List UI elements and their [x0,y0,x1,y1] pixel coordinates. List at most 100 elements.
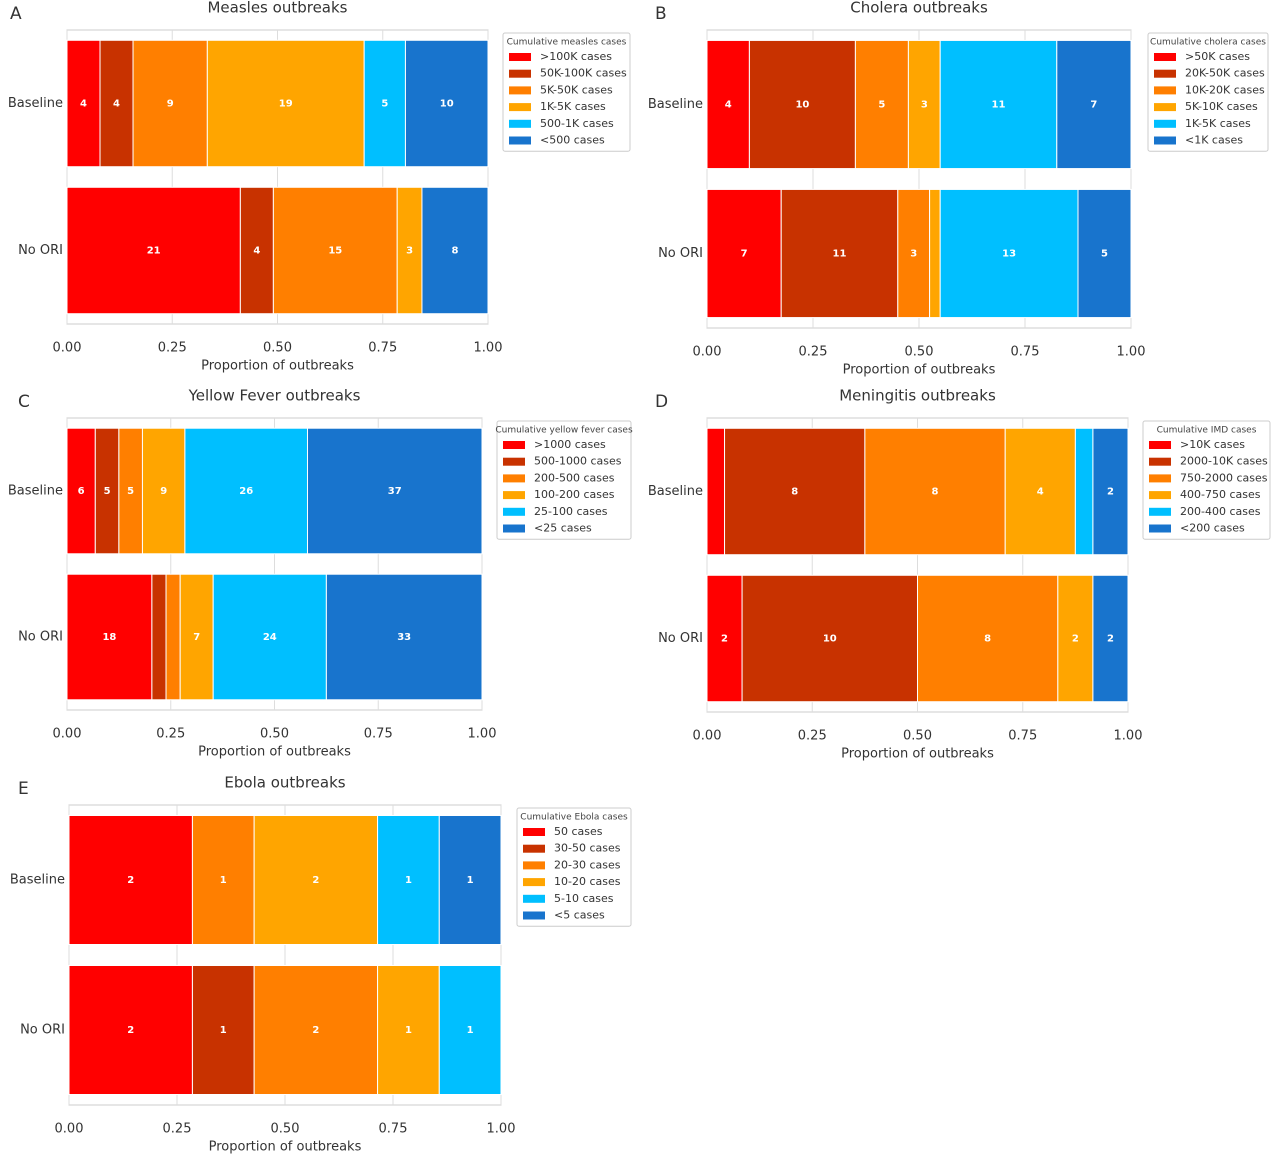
bar-segment [1074,427,1094,556]
legend-swatch [509,69,531,78]
legend-swatch [1149,524,1171,533]
legend-label: 5K-50K cases [540,83,613,96]
bar-segment [1092,574,1129,703]
legend-label: 750-2000 cases [1180,471,1268,484]
legend-label: 5K-10K cases [1185,100,1258,113]
legend-label: 10K-20K cases [1185,83,1265,96]
bar-segment [929,188,941,319]
segment-label: 4 [1037,487,1044,498]
x-axis-label: Proportion of outbreaks [198,745,351,760]
x-tick-label: 0.00 [55,1122,84,1137]
x-axis-label: Proportion of outbreaks [843,363,996,378]
x-tick-label: 0.50 [271,1122,300,1137]
bar-segment [907,39,941,170]
segment-label: 8 [791,487,798,498]
segment-label: 26 [239,486,253,497]
bar-segment [377,965,440,1095]
legend-label: 200-400 cases [1180,505,1261,518]
segment-label: 37 [388,486,402,497]
legend-swatch [503,524,525,533]
segment-label: 6 [78,486,85,497]
bar-segment [377,815,440,945]
legend-label: 1K-5K cases [540,100,606,113]
y-tick-label: No ORI [658,631,703,646]
x-tick-label: 0.75 [364,727,393,742]
bar-segment [396,186,423,315]
x-tick-label: 1.00 [474,341,503,356]
segment-label: 5 [381,99,388,110]
segment-label: 5 [878,100,885,111]
segment-label: 1 [467,1025,474,1036]
x-axis-label: Proportion of outbreaks [841,747,994,762]
legend-box [502,32,631,152]
legend-swatch [503,474,525,483]
legend-box [516,807,632,927]
segment-label: 2 [1107,487,1114,498]
legend-label: 2000-10K cases [1180,455,1268,468]
segment-label: 2 [1072,634,1079,645]
bar-segment [706,188,782,319]
panel-letter: D [655,392,668,412]
x-tick-label: 0.25 [158,341,187,356]
segment-label: 24 [263,632,277,643]
segment-label: 2 [1107,634,1114,645]
segment-label: 9 [160,486,167,497]
bar-segment [66,39,101,168]
segment-label: 1 [467,875,474,886]
bar-segment [239,186,274,315]
segment-label: 5 [104,486,111,497]
x-tick-label: 0.50 [905,345,934,360]
x-tick-label: 0.75 [379,1122,408,1137]
chart-title: Yellow Fever outbreaks [188,387,361,405]
x-tick-label: 0.00 [53,341,82,356]
legend-box [1147,32,1269,152]
segment-label: 2 [721,634,728,645]
legend-label: <5 cases [554,909,605,922]
segment-label: 10 [440,99,454,110]
legend-label: <200 cases [1180,522,1245,535]
legend-label: 5-10 cases [554,892,614,905]
bar-segment [1056,39,1132,170]
legend-swatch [523,828,545,836]
legend-label: 30-50 cases [554,842,621,855]
legend-label: 25-100 cases [534,505,608,518]
bar-segment [99,39,134,168]
legend-box [496,420,632,540]
bar-segment [363,39,406,168]
legend-label: <500 cases [540,134,605,147]
segment-label: 11 [992,100,1006,111]
bar-segment [897,188,931,319]
bar-segment [1077,188,1132,319]
legend-swatch [509,119,531,128]
bar-segment [151,573,167,701]
segment-label: 18 [102,632,116,643]
x-tick-label: 0.00 [53,727,82,742]
bar-segment [1004,427,1076,556]
segment-label: 8 [932,487,939,498]
legend-label: 200-500 cases [534,471,615,484]
bar-segment [68,815,193,945]
bar-segment [706,39,750,170]
y-tick-label: Baseline [648,97,703,112]
legend-label: 100-200 cases [534,488,615,501]
segment-label: 5 [1101,249,1108,260]
bar-segment [1092,427,1129,556]
legend-swatch [1149,507,1171,516]
legend-swatch [503,507,525,516]
legend-label: <25 cases [534,522,592,535]
segment-label: 5 [127,486,134,497]
legend-title: Cumulative IMD cases [1157,426,1257,436]
segment-label: 33 [397,632,411,643]
segment-label: 11 [833,249,847,260]
legend-swatch [509,136,531,145]
legend-swatch [1149,441,1171,449]
panel-letter: B [655,4,667,24]
segment-label: 7 [1090,100,1097,111]
bar-segment [325,573,483,701]
segment-label: 2 [127,875,134,886]
legend-label: 400-750 cases [1180,488,1261,501]
bar-segment [179,573,214,701]
y-tick-label: No ORI [18,630,63,645]
chart-title: Cholera outbreaks [850,0,988,17]
